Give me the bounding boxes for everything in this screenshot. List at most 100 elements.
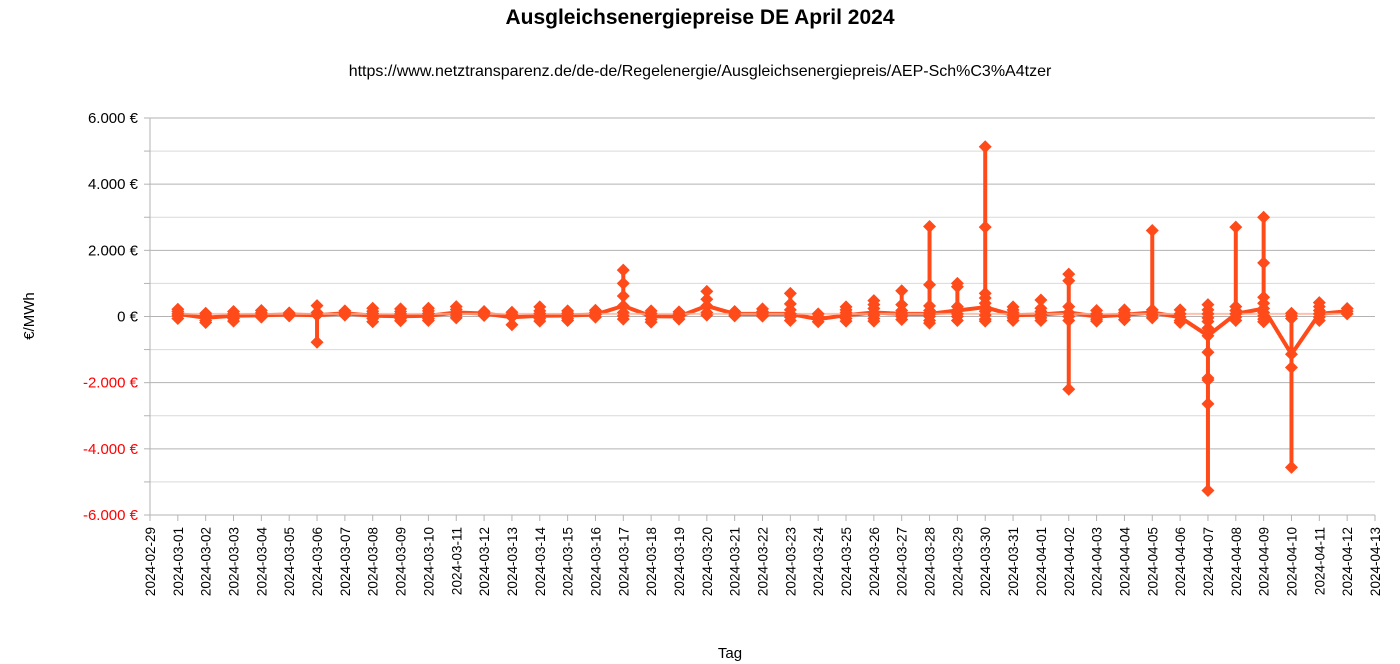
data-point <box>1284 347 1298 361</box>
x-tick-label: 2024-03-13 <box>505 527 520 596</box>
data-point <box>1257 315 1271 329</box>
x-tick-label: 2024-03-30 <box>978 527 993 596</box>
x-axis-title: Tag <box>718 645 742 662</box>
data-point <box>1284 360 1298 374</box>
data-point <box>1117 313 1131 327</box>
x-tick-label: 2024-04-04 <box>1117 527 1132 597</box>
x-tick-label: 2024-03-14 <box>533 527 548 597</box>
data-point <box>923 316 937 330</box>
data-point <box>1312 313 1326 327</box>
x-tick-label: 2024-03-17 <box>616 527 631 596</box>
data-point <box>394 314 408 328</box>
data-point <box>616 289 630 303</box>
data-point <box>700 292 714 306</box>
x-tick-label: 2024-03-04 <box>254 527 269 597</box>
data-point <box>700 308 714 322</box>
x-tick-label: 2024-03-23 <box>783 527 798 596</box>
x-tick-label: 2024-03-24 <box>811 527 826 597</box>
x-tick-label: 2024-04-03 <box>1090 527 1105 596</box>
data-point <box>783 313 797 327</box>
x-tick-label: 2024-03-16 <box>588 527 603 596</box>
x-tick-label: 2024-03-02 <box>199 527 214 596</box>
data-point <box>1034 293 1048 307</box>
data-point <box>227 314 241 328</box>
data-point <box>1257 210 1271 224</box>
data-point <box>616 299 630 313</box>
data-point <box>978 314 992 328</box>
data-point <box>783 286 797 300</box>
x-tick-label: 2024-03-20 <box>700 527 715 596</box>
data-point <box>1229 313 1243 327</box>
data-point <box>950 280 964 294</box>
x-tick-label: 2024-04-01 <box>1034 527 1049 596</box>
y-tick-label: 4.000 € <box>88 176 139 193</box>
data-point <box>1229 220 1243 234</box>
x-tick-label: 2024-04-10 <box>1284 527 1299 596</box>
x-tick-labels: 2024-02-29 2024-03-01 2024-03-02 2024-03-03… <box>143 527 1383 597</box>
data-point <box>1284 311 1298 325</box>
data-point <box>756 309 769 323</box>
x-tick-label: 2024-04-13 <box>1368 527 1383 596</box>
x-tick-label: 2024-03-27 <box>895 527 910 596</box>
x-tick-label: 2024-03-26 <box>867 527 882 596</box>
data-point <box>1201 373 1215 387</box>
data-point <box>616 263 630 277</box>
x-tick-label: 2024-03-01 <box>171 527 186 596</box>
data-point <box>1201 329 1215 343</box>
data-point <box>1201 314 1215 328</box>
x-tick-label: 2024-03-06 <box>310 527 325 596</box>
data-point <box>1062 382 1076 396</box>
x-tick-label: 2024-03-07 <box>338 527 353 596</box>
x-tick-label: 2024-03-28 <box>923 527 938 596</box>
x-tick-label: 2024-03-11 <box>449 527 464 595</box>
x-tick-label: 2024-03-22 <box>756 527 771 596</box>
axes <box>144 117 1376 521</box>
data-point <box>616 312 630 326</box>
x-tick-label: 2024-03-08 <box>366 527 381 596</box>
data-point <box>199 315 213 329</box>
x-tick-label: 2024-04-08 <box>1229 527 1244 596</box>
data-point <box>310 299 324 313</box>
y-tick-label: 0 € <box>117 309 139 326</box>
x-tick-label: 2024-03-21 <box>728 527 743 596</box>
x-tick-label: 2024-03-25 <box>839 527 854 596</box>
data-point <box>978 140 992 154</box>
data-point <box>338 308 352 322</box>
x-tick-label: 2024-04-05 <box>1145 527 1160 596</box>
data-point <box>505 318 519 332</box>
data-point <box>895 284 909 298</box>
y-tick-label: 6.000 € <box>88 110 139 127</box>
x-tick-label: 2024-04-12 <box>1340 527 1355 596</box>
data-point <box>950 313 964 327</box>
data-point <box>1145 311 1159 325</box>
y-tick-label: -4.000 € <box>83 441 139 458</box>
data-point <box>700 299 714 313</box>
data-point <box>1145 223 1159 237</box>
x-tick-label: 2024-03-10 <box>421 527 436 596</box>
data-point <box>700 284 714 298</box>
data-point <box>1201 345 1215 359</box>
x-tick-label: 2024-04-02 <box>1062 527 1077 596</box>
data-point <box>1006 313 1020 327</box>
data-point <box>839 314 853 328</box>
data-point <box>923 220 937 234</box>
data-point <box>1201 397 1215 411</box>
data-point <box>1340 307 1354 321</box>
data-point <box>923 278 937 292</box>
x-tick-label: 2024-03-31 <box>1006 527 1021 596</box>
data-point <box>282 309 296 323</box>
x-tick-label: 2024-03-09 <box>394 527 409 596</box>
data-point <box>1173 315 1187 329</box>
x-tick-label: 2024-03-15 <box>561 527 576 596</box>
data-point <box>449 311 463 325</box>
x-tick-label: 2024-04-09 <box>1257 527 1272 596</box>
data-point <box>1201 484 1215 498</box>
data-point <box>867 314 881 328</box>
data-point <box>1284 460 1298 474</box>
y-tick-label: 2.000 € <box>88 242 139 259</box>
data-point <box>310 308 324 322</box>
data-point <box>561 313 575 327</box>
x-tick-label: 2024-04-06 <box>1173 527 1188 596</box>
y-tick-label: -2.000 € <box>83 375 139 392</box>
